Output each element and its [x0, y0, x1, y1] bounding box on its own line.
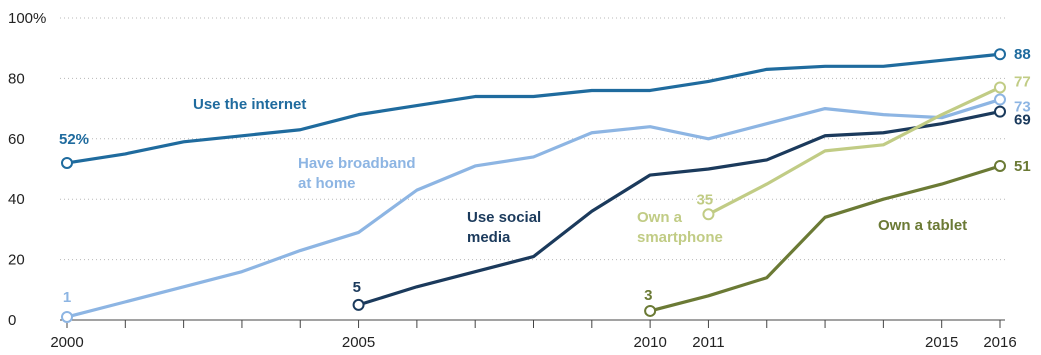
series-line [648, 164, 1002, 313]
series-point [994, 48, 1006, 61]
x-tick-label: 2005 [342, 334, 375, 351]
series-point [994, 93, 1006, 106]
series-label: Use social [467, 209, 541, 226]
series-line [65, 52, 1002, 165]
series-point [994, 81, 1006, 94]
series-point [702, 208, 715, 221]
end-value-label: 69 [1014, 112, 1031, 129]
y-axis: 0 20 40 60 80 100% [8, 10, 46, 329]
series-label: Own a [637, 209, 683, 226]
y-tick-label: 20 [8, 252, 25, 269]
series-label: Have broadband [298, 155, 416, 172]
x-tick-label: 2015 [925, 334, 958, 351]
start-value-label: 5 [353, 279, 361, 296]
end-value-label: 51 [1014, 158, 1031, 175]
y-tick-label: 60 [8, 131, 25, 148]
series-label: media [467, 229, 511, 246]
end-value-label: 77 [1014, 73, 1031, 90]
series-label: Use the internet [193, 96, 306, 113]
series-label: Own a tablet [878, 217, 967, 234]
start-value-label: 35 [696, 191, 713, 208]
gridlines [60, 17, 1005, 261]
series-point [61, 310, 73, 323]
x-tick-label: 2011 [692, 334, 724, 351]
series-label: at home [298, 175, 356, 192]
series-point [994, 105, 1006, 118]
end-value-label: 88 [1014, 46, 1031, 63]
x-tick-label: 2010 [633, 334, 666, 351]
series-point [994, 159, 1006, 172]
labels-layer: Use the internet 52% 88 Have broadband at ho… [59, 46, 1031, 306]
series-point [352, 298, 365, 311]
y-tick-label: 100% [8, 10, 46, 27]
x-axis: 2000 2005 2010 2011 2015 2016 [50, 319, 1017, 351]
start-value-label: 1 [63, 289, 71, 306]
start-value-label: 3 [644, 287, 652, 304]
x-tick-label: 2000 [50, 334, 83, 351]
series-point [644, 304, 657, 317]
x-tick-label: 2016 [983, 334, 1016, 351]
y-tick-label: 0 [8, 312, 16, 329]
series-layer [61, 48, 1006, 323]
y-tick-label: 80 [8, 70, 25, 87]
series-label: smartphone [637, 229, 723, 246]
series-line [356, 110, 1002, 307]
end-value-label: 73 [1014, 99, 1031, 116]
series-line [706, 85, 1002, 216]
start-value-label: 52% [59, 131, 89, 148]
y-tick-label: 40 [8, 191, 25, 208]
series-point [61, 156, 73, 169]
series-line [65, 97, 1002, 319]
